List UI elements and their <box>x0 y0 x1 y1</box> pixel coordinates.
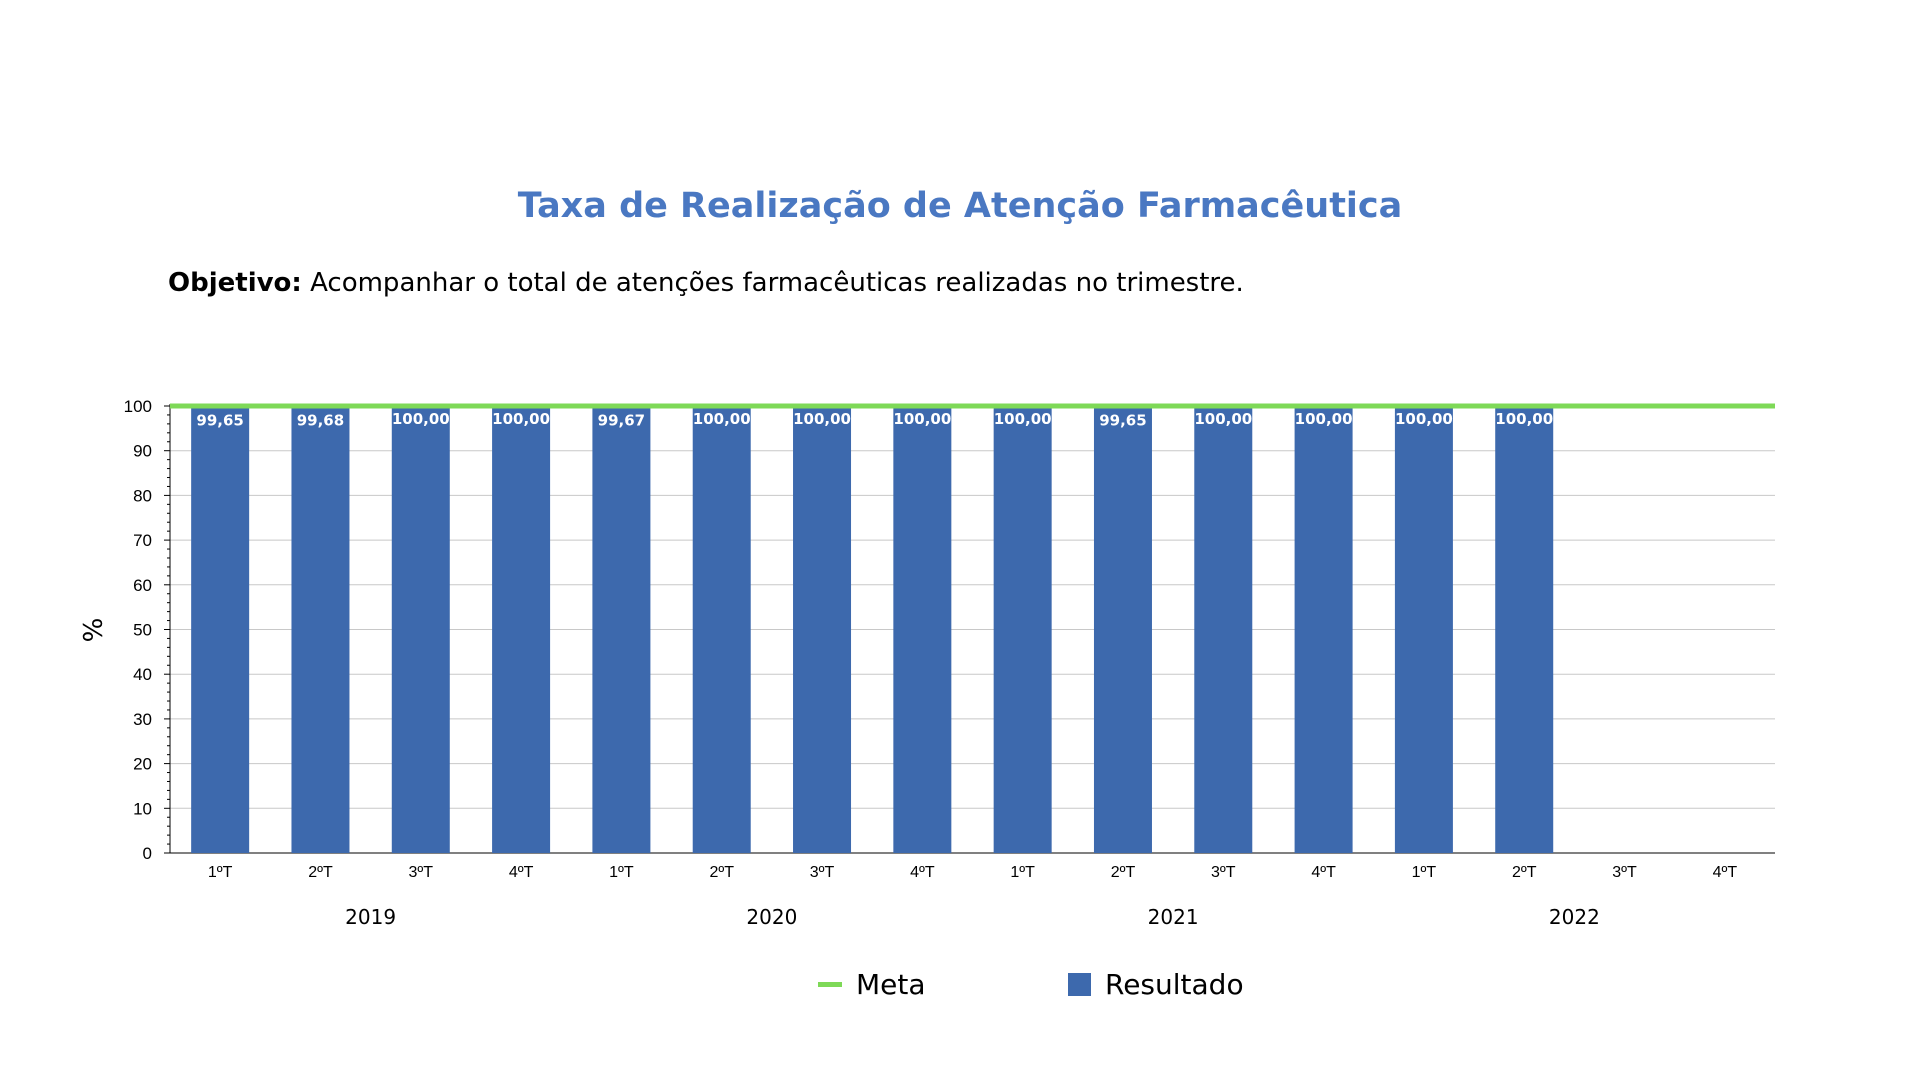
x-tick-label: 3ºT <box>810 864 835 881</box>
y-tick-label: 10 <box>133 799 152 818</box>
x-tick-label: 1ºT <box>609 864 634 881</box>
y-tick-label: 100 <box>124 397 152 416</box>
bar <box>191 407 250 853</box>
year-group-label: 2022 <box>1549 905 1600 929</box>
x-tick-label: 2ºT <box>308 864 333 881</box>
x-tick-label: 3ºT <box>1612 864 1637 881</box>
year-group-label: 2020 <box>746 905 797 929</box>
x-tick-label: 4ºT <box>1713 864 1738 881</box>
bar <box>391 406 450 853</box>
objective-text: Objetivo: Acompanhar o total de atenções… <box>168 268 1244 298</box>
bar <box>893 406 952 853</box>
bar-value-label: 100,00 <box>994 410 1052 428</box>
bar <box>1194 406 1253 853</box>
year-group-label: 2019 <box>345 905 396 929</box>
y-axis-label: % <box>79 618 109 643</box>
bar-value-label: 100,00 <box>1395 410 1453 428</box>
bar-value-label: 100,00 <box>793 410 851 428</box>
bar-value-label: 100,00 <box>1295 410 1353 428</box>
x-tick-label: 1ºT <box>208 864 233 881</box>
objective-label: Objetivo: <box>168 268 302 298</box>
y-tick-label: 50 <box>133 621 152 640</box>
chart-title: Taxa de Realização de Atenção Farmacêuti… <box>517 186 1403 226</box>
y-tick-label: 20 <box>133 755 152 774</box>
y-tick-label: 60 <box>133 576 152 595</box>
bar <box>793 406 852 853</box>
x-tick-label: 3ºT <box>1211 864 1236 881</box>
objective-description: Acompanhar o total de atenções farmacêut… <box>310 268 1244 298</box>
x-tick-label: 2ºT <box>1111 864 1136 881</box>
bar-value-label: 99,65 <box>1099 412 1146 430</box>
bar <box>492 406 551 853</box>
legend-resultado: Resultado <box>1068 968 1244 1001</box>
legend-resultado-label: Resultado <box>1105 968 1244 1001</box>
bar-value-label: 100,00 <box>1194 410 1252 428</box>
x-tick-label: 4ºT <box>509 864 534 881</box>
legend-meta-label: Meta <box>856 968 926 1001</box>
bar <box>1093 407 1152 853</box>
bar <box>1394 406 1453 853</box>
y-tick-label: 30 <box>133 710 152 729</box>
bar-value-label: 100,00 <box>893 410 951 428</box>
bar <box>1495 406 1554 853</box>
bar-value-label: 100,00 <box>1495 410 1553 428</box>
x-tick-label: 4ºT <box>1311 864 1336 881</box>
legend-meta: Meta <box>818 968 926 1001</box>
y-tick-label: 80 <box>133 486 152 505</box>
x-tick-label: 1ºT <box>1412 864 1437 881</box>
year-group-label: 2021 <box>1148 905 1199 929</box>
x-tick-label: 1ºT <box>1010 864 1035 881</box>
bar-value-label: 99,65 <box>196 412 243 430</box>
y-tick-label: 70 <box>133 531 152 550</box>
x-tick-label: 4ºT <box>910 864 935 881</box>
x-tick-label: 2ºT <box>709 864 734 881</box>
bar-value-label: 100,00 <box>492 410 550 428</box>
legend-meta-swatch <box>818 982 842 987</box>
bar-value-label: 99,68 <box>297 411 344 429</box>
bar <box>291 407 350 853</box>
x-tick-label: 3ºT <box>409 864 434 881</box>
bar-value-label: 100,00 <box>693 410 751 428</box>
legend-resultado-swatch <box>1068 973 1091 996</box>
bar <box>993 406 1052 853</box>
y-tick-label: 40 <box>133 665 152 684</box>
bar <box>692 406 751 853</box>
x-tick-label: 2ºT <box>1512 864 1537 881</box>
bar <box>592 407 651 853</box>
bar-value-label: 100,00 <box>392 410 450 428</box>
bar <box>1294 406 1353 853</box>
bar-value-label: 99,67 <box>598 411 645 429</box>
y-tick-label: 90 <box>133 442 152 461</box>
y-tick-label: 0 <box>143 844 152 863</box>
